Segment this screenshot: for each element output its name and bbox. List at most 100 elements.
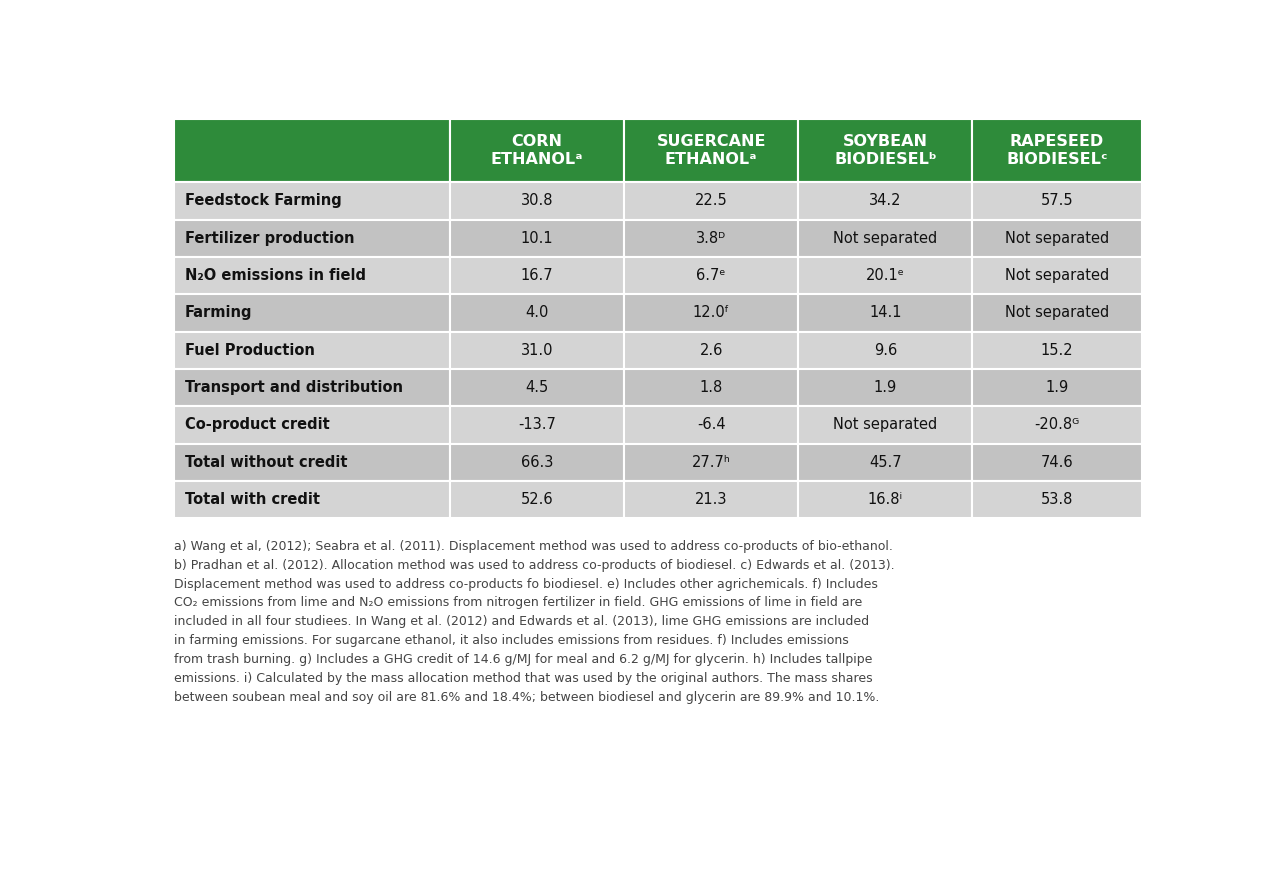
Bar: [175, 406, 451, 444]
Text: Transport and distribution: Transport and distribution: [185, 380, 402, 395]
Bar: [175, 220, 451, 257]
Bar: [972, 220, 1141, 257]
Text: 16.8ⁱ: 16.8ⁱ: [868, 492, 903, 507]
Text: Co-product credit: Co-product credit: [185, 418, 329, 433]
Bar: [451, 119, 624, 182]
Bar: [624, 369, 799, 406]
Text: between soubean meal and soy oil are 81.6% and 18.4%; between biodiesel and glyc: between soubean meal and soy oil are 81.…: [175, 691, 880, 703]
Bar: [624, 119, 799, 182]
Text: 16.7: 16.7: [521, 268, 553, 283]
Text: RAPESEED
BIODIESELᶜ: RAPESEED BIODIESELᶜ: [1007, 134, 1108, 168]
Text: Not separated: Not separated: [1005, 231, 1109, 246]
Bar: [799, 369, 972, 406]
Text: 3.8ᴰ: 3.8ᴰ: [696, 231, 727, 246]
Bar: [972, 257, 1141, 294]
Bar: [624, 220, 799, 257]
Text: 34.2: 34.2: [869, 194, 901, 209]
Text: Feedstock Farming: Feedstock Farming: [185, 194, 342, 209]
Bar: [451, 294, 624, 332]
Bar: [451, 444, 624, 481]
Text: -6.4: -6.4: [697, 418, 725, 433]
Text: from trash burning. g) Includes a GHG credit of 14.6 g/MJ for meal and 6.2 g/MJ : from trash burning. g) Includes a GHG cr…: [175, 653, 873, 666]
Text: 9.6: 9.6: [873, 343, 898, 358]
Text: Not separated: Not separated: [1005, 268, 1109, 283]
Bar: [451, 182, 624, 220]
Bar: [799, 257, 972, 294]
Text: 45.7: 45.7: [869, 455, 901, 470]
Text: 57.5: 57.5: [1041, 194, 1073, 209]
Text: 10.1: 10.1: [521, 231, 553, 246]
Text: 12.0ᶠ: 12.0ᶠ: [692, 306, 729, 321]
Text: N₂O emissions in field: N₂O emissions in field: [185, 268, 366, 283]
Text: 14.1: 14.1: [869, 306, 901, 321]
Text: 66.3: 66.3: [521, 455, 553, 470]
Bar: [972, 182, 1141, 220]
Bar: [972, 481, 1141, 518]
Bar: [799, 220, 972, 257]
Bar: [972, 119, 1141, 182]
Text: CORN
ETHANOLᵃ: CORN ETHANOLᵃ: [490, 134, 583, 168]
Text: Total with credit: Total with credit: [185, 492, 320, 507]
Bar: [175, 294, 451, 332]
Bar: [175, 369, 451, 406]
Text: 1.9: 1.9: [1045, 380, 1068, 395]
Bar: [175, 257, 451, 294]
Text: Not separated: Not separated: [833, 418, 937, 433]
Bar: [799, 182, 972, 220]
Bar: [451, 369, 624, 406]
Text: b) Pradhan et al. (2012). Allocation method was used to address co-products of b: b) Pradhan et al. (2012). Allocation met…: [175, 559, 895, 572]
Text: -13.7: -13.7: [519, 418, 556, 433]
Bar: [175, 332, 451, 369]
Bar: [624, 444, 799, 481]
Text: Fuel Production: Fuel Production: [185, 343, 315, 358]
Text: in farming emissions. For sugarcane ethanol, it also includes emissions from res: in farming emissions. For sugarcane etha…: [175, 634, 849, 647]
Bar: [624, 294, 799, 332]
Text: -20.8ᴳ: -20.8ᴳ: [1035, 418, 1080, 433]
Bar: [799, 406, 972, 444]
Bar: [799, 294, 972, 332]
Text: 4.5: 4.5: [525, 380, 548, 395]
Text: 52.6: 52.6: [521, 492, 553, 507]
Bar: [175, 444, 451, 481]
Bar: [624, 481, 799, 518]
Text: 4.0: 4.0: [525, 306, 548, 321]
Text: 53.8: 53.8: [1041, 492, 1073, 507]
Bar: [799, 119, 972, 182]
Bar: [972, 369, 1141, 406]
Bar: [451, 332, 624, 369]
Text: 20.1ᵉ: 20.1ᵉ: [865, 268, 905, 283]
Text: Total without credit: Total without credit: [185, 455, 347, 470]
Text: Fertilizer production: Fertilizer production: [185, 231, 354, 246]
Text: included in all four studiees. In Wang et al. (2012) and Edwards et al. (2013), : included in all four studiees. In Wang e…: [175, 616, 869, 628]
Text: Not separated: Not separated: [1005, 306, 1109, 321]
Text: 1.9: 1.9: [873, 380, 898, 395]
Bar: [175, 182, 451, 220]
Bar: [624, 332, 799, 369]
Bar: [451, 481, 624, 518]
Bar: [624, 182, 799, 220]
Text: 6.7ᵉ: 6.7ᵉ: [696, 268, 725, 283]
Bar: [451, 220, 624, 257]
Text: 15.2: 15.2: [1041, 343, 1073, 358]
Text: CO₂ emissions from lime and N₂O emissions from nitrogen fertilizer in field. GHG: CO₂ emissions from lime and N₂O emission…: [175, 597, 863, 609]
Text: SUGERCANE
ETHANOLᵃ: SUGERCANE ETHANOLᵃ: [656, 134, 767, 168]
Bar: [175, 119, 451, 182]
Bar: [624, 406, 799, 444]
Bar: [799, 332, 972, 369]
Text: SOYBEAN
BIODIESELᵇ: SOYBEAN BIODIESELᵇ: [835, 134, 936, 168]
Text: emissions. i) Calculated by the mass allocation method that was used by the orig: emissions. i) Calculated by the mass all…: [175, 672, 873, 685]
Bar: [799, 444, 972, 481]
Bar: [451, 257, 624, 294]
Text: Displacement method was used to address co-products fo biodiesel. e) Includes ot: Displacement method was used to address …: [175, 578, 878, 590]
Bar: [972, 406, 1141, 444]
Text: Not separated: Not separated: [833, 231, 937, 246]
Bar: [799, 481, 972, 518]
Bar: [972, 294, 1141, 332]
Text: a) Wang et al, (2012); Seabra et al. (2011). Displacement method was used to add: a) Wang et al, (2012); Seabra et al. (20…: [175, 540, 894, 553]
Bar: [451, 406, 624, 444]
Bar: [175, 481, 451, 518]
Bar: [972, 444, 1141, 481]
Text: 22.5: 22.5: [695, 194, 728, 209]
Bar: [972, 332, 1141, 369]
Text: 2.6: 2.6: [700, 343, 723, 358]
